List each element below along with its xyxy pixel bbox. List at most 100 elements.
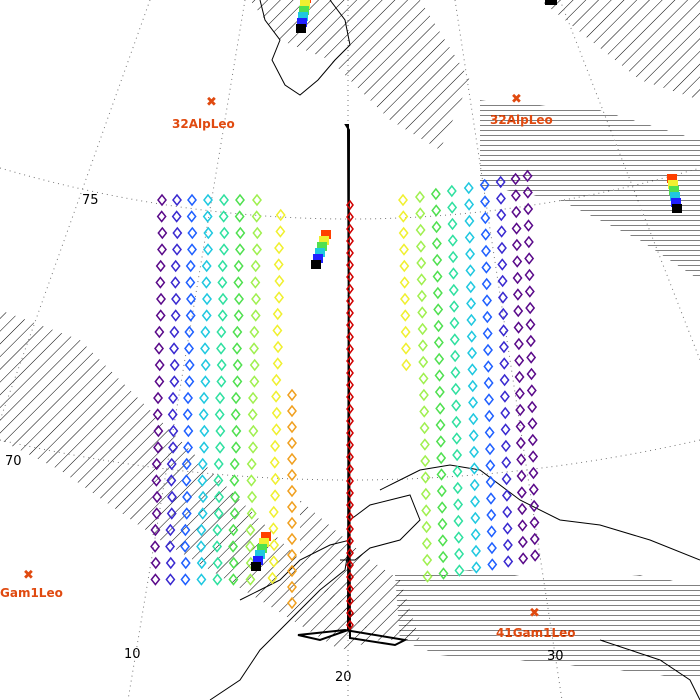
- diamond-marker: [200, 325, 211, 339]
- diamond-marker: [271, 373, 282, 387]
- diamond-marker: [252, 243, 262, 256]
- diamond-marker: [214, 408, 225, 421]
- diamond-marker: [513, 337, 524, 351]
- diamond-marker: [154, 325, 165, 339]
- diamond-marker: [522, 186, 533, 199]
- diamond-marker: [248, 441, 259, 454]
- diamond-marker: [416, 256, 427, 270]
- track-marker: [346, 223, 354, 235]
- meridian: [454, 0, 563, 700]
- diamond-marker: [516, 486, 527, 499]
- diamond-marker: [252, 226, 263, 240]
- track-marker: [346, 379, 354, 391]
- diamond-marker: [401, 342, 411, 355]
- diamond-marker: [527, 433, 538, 447]
- diamond-marker: [486, 525, 497, 538]
- diamond-marker: [156, 210, 167, 223]
- star-marker: ✖: [529, 606, 540, 621]
- diamond-marker: [399, 259, 410, 273]
- diamond-marker: [469, 478, 480, 492]
- diamond-marker: [480, 195, 490, 208]
- diamond-marker: [453, 514, 464, 528]
- diamond-marker: [448, 283, 459, 297]
- diamond-marker: [180, 523, 191, 537]
- diamond-marker: [197, 457, 208, 471]
- track-marker: [346, 499, 354, 511]
- diamond-marker: [466, 330, 477, 343]
- hatch-region: [480, 100, 700, 280]
- diamond-marker: [479, 178, 490, 192]
- diamond-marker: [153, 424, 164, 438]
- track-marker: [346, 211, 354, 223]
- diamond-marker: [518, 552, 529, 565]
- diamond-marker: [501, 489, 512, 502]
- diamond-marker: [201, 309, 212, 322]
- diamond-marker: [287, 388, 297, 402]
- diamond-marker: [514, 370, 525, 384]
- diamond-marker: [525, 318, 536, 331]
- diamond-marker: [268, 555, 279, 568]
- diamond-marker: [464, 214, 475, 228]
- diamond-marker: [498, 324, 509, 337]
- track-marker: [346, 235, 354, 247]
- diamond-marker: [157, 193, 167, 207]
- track-marker: [346, 511, 354, 523]
- color-square: [668, 180, 678, 189]
- diamond-marker: [200, 342, 210, 355]
- diamond-marker: [231, 441, 242, 454]
- diamond-marker: [497, 274, 508, 288]
- diamond-marker: [398, 210, 409, 223]
- diamond-marker: [528, 466, 539, 480]
- diamond-marker: [467, 379, 478, 393]
- diamond-marker: [480, 228, 491, 241]
- diamond-marker: [420, 454, 431, 468]
- color-square: [671, 198, 681, 207]
- diamond-marker: [419, 421, 430, 435]
- diamond-marker: [218, 210, 229, 223]
- color-square: [261, 532, 271, 541]
- diamond-marker: [171, 210, 182, 223]
- diamond-marker: [512, 288, 523, 301]
- diamond-marker: [485, 459, 496, 472]
- diamond-marker: [150, 540, 161, 553]
- diamond-marker: [168, 441, 179, 454]
- diamond-marker: [216, 375, 227, 388]
- diamond-marker: [434, 385, 445, 399]
- diamond-marker: [513, 304, 524, 318]
- diamond-marker: [219, 226, 230, 240]
- color-square: [257, 544, 267, 553]
- color-square: [315, 248, 325, 257]
- diamond-marker: [228, 540, 239, 553]
- diamond-marker: [449, 316, 460, 330]
- diamond-marker: [517, 502, 528, 516]
- track-marker: [346, 271, 354, 283]
- track-marker: [346, 367, 354, 379]
- diamond-marker: [274, 274, 285, 288]
- diamond-marker: [217, 276, 228, 289]
- diamond-marker: [471, 561, 482, 574]
- diamond-marker: [529, 516, 540, 529]
- diamond-marker: [451, 432, 462, 445]
- diamond-marker: [502, 522, 513, 535]
- diamond-marker: [437, 501, 448, 514]
- diamond-marker: [216, 342, 226, 355]
- diamond-marker: [287, 484, 297, 498]
- diamond-marker: [450, 382, 461, 396]
- coastline: [259, 0, 351, 96]
- diamond-marker: [480, 211, 491, 225]
- track-marker: [346, 607, 354, 619]
- diamond-marker: [514, 387, 525, 400]
- diamond-marker: [152, 490, 163, 504]
- color-square: [321, 230, 331, 239]
- diamond-marker: [155, 309, 166, 322]
- diamond-marker: [515, 420, 526, 433]
- diamond-marker: [417, 322, 428, 336]
- diamond-marker: [156, 292, 166, 306]
- diamond-marker: [287, 532, 297, 546]
- track-marker: [346, 295, 354, 307]
- diamond-marker: [467, 363, 478, 376]
- diamond-marker: [287, 436, 297, 450]
- diamond-marker: [217, 309, 228, 322]
- diamond-marker: [250, 309, 261, 322]
- diamond-marker: [217, 259, 228, 273]
